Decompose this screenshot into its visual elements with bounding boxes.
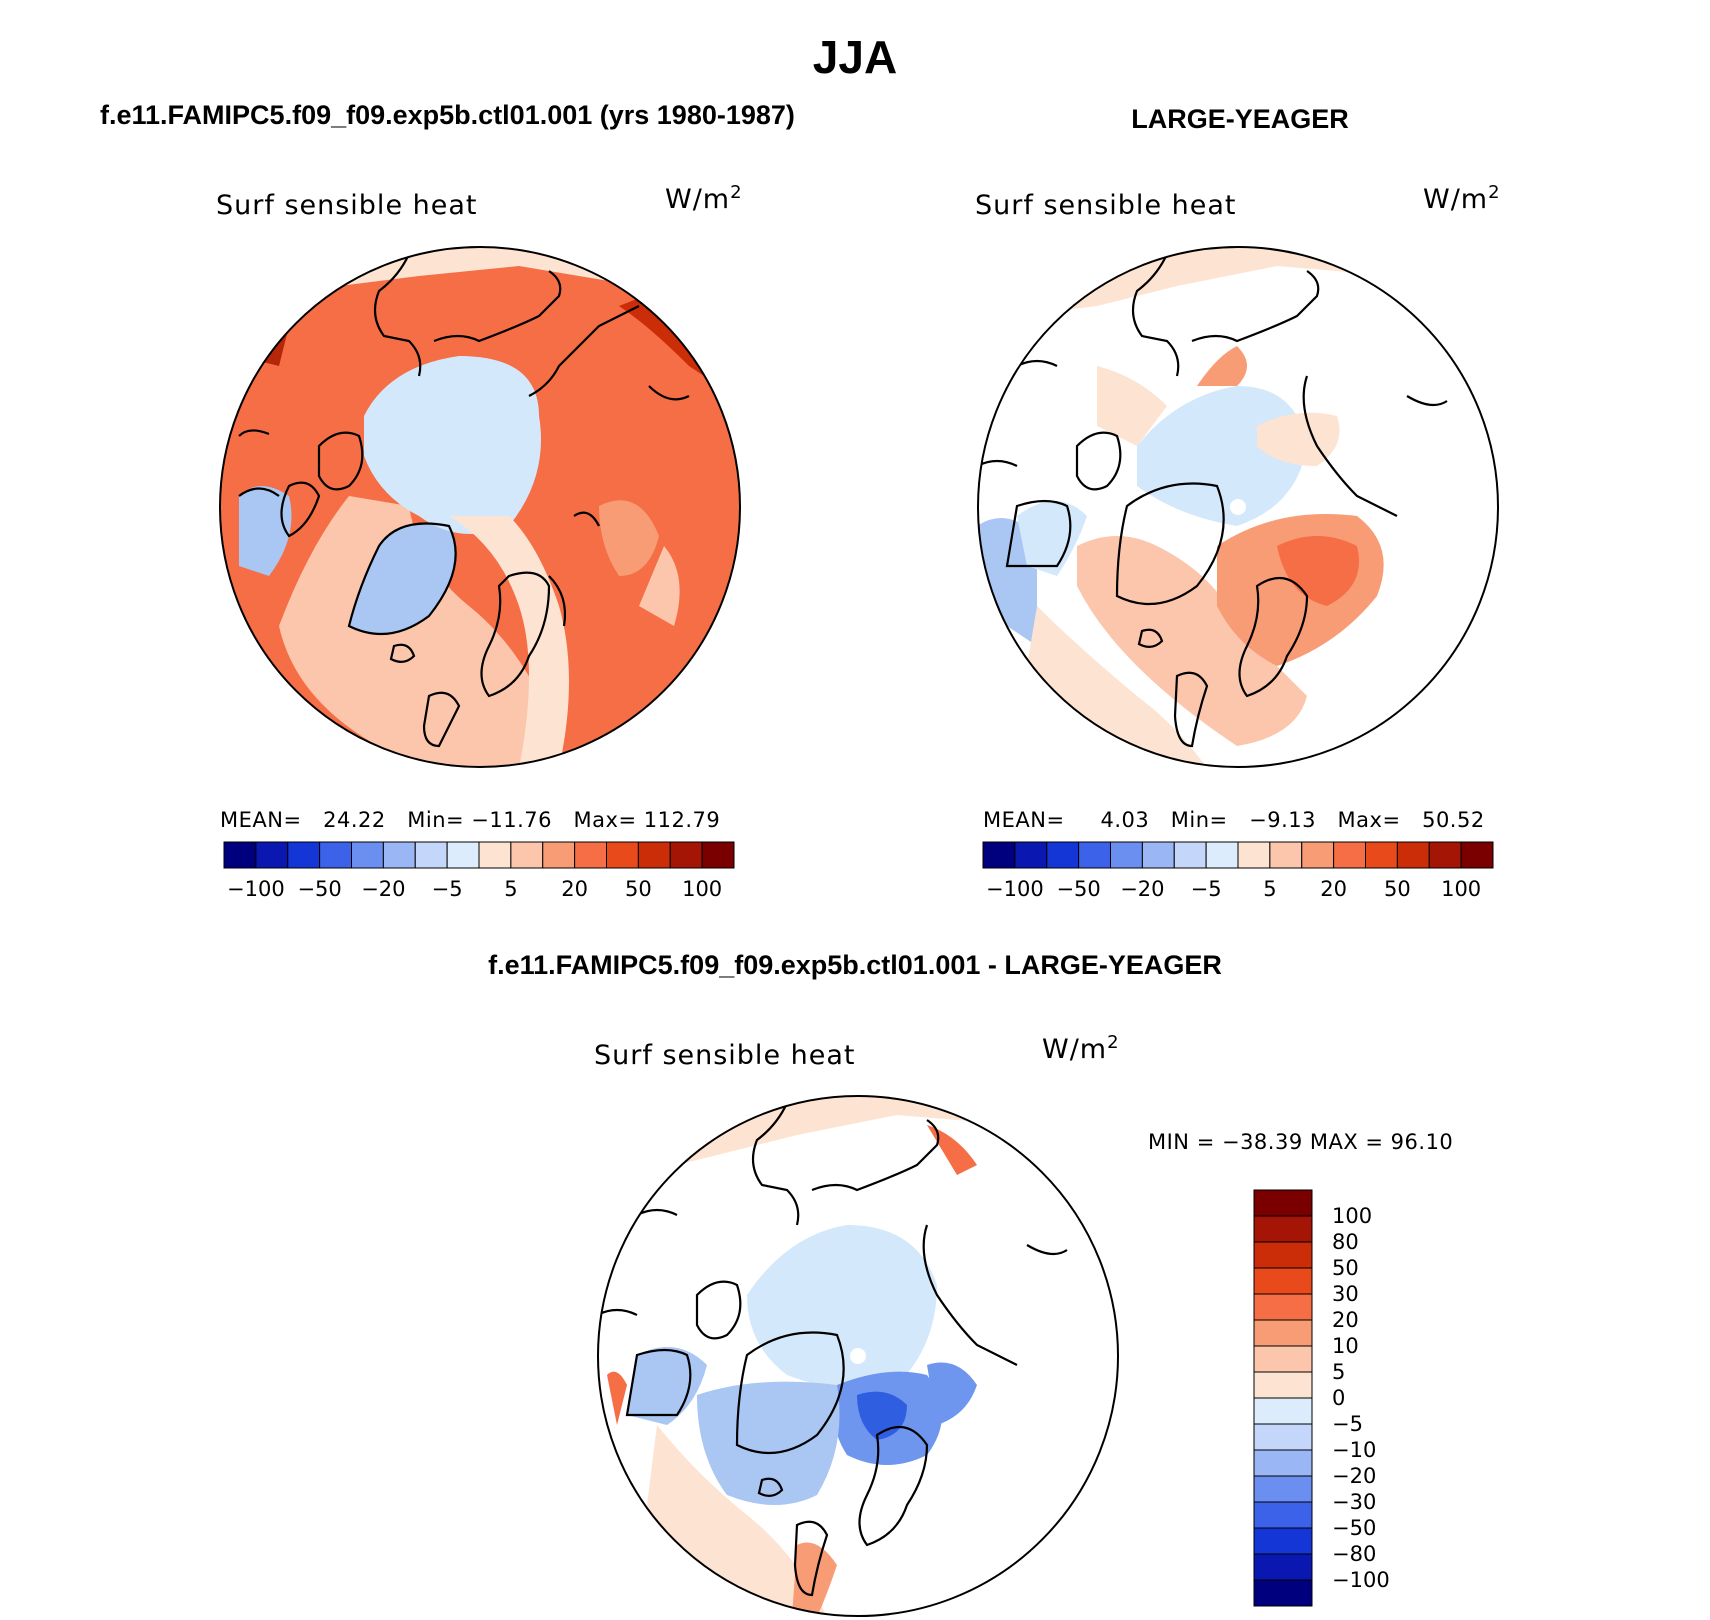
- colorbar-box: [606, 841, 639, 869]
- colorbar-tick-label: −100: [986, 877, 1044, 901]
- colorbar-box: [1173, 841, 1207, 869]
- panel-diff-units: W/m2: [1042, 1032, 1120, 1065]
- colorbar-tick-label: 100: [682, 877, 722, 901]
- colorbar-tick-label: −80: [1332, 1542, 1376, 1566]
- colorbar-tick-label: 80: [1332, 1230, 1359, 1254]
- colorbar-box: [446, 841, 480, 869]
- colorbar-box: [1141, 841, 1175, 869]
- figure-title: JJA: [812, 31, 898, 83]
- colorbar-tick-label: −20: [1332, 1464, 1376, 1488]
- colorbar-box: [1078, 841, 1111, 869]
- colorbar-tick-label: −20: [1120, 877, 1164, 901]
- colorbar-tick-label: −10: [1332, 1438, 1376, 1462]
- colorbar-tick-label: −50: [297, 877, 341, 901]
- panel-left-stats: MEAN= 24.22 Min= −11.76 Max= 112.79: [220, 808, 721, 832]
- colorbar-tick-label: −20: [361, 877, 405, 901]
- panel-left-colorbar: −100 −50 −20 −5 5 20 50 100: [223, 841, 735, 901]
- colorbar-box: [223, 841, 257, 869]
- colorbar-box: [1253, 1449, 1313, 1477]
- colorbar-tick-label: −100: [227, 877, 285, 901]
- colorbar-box: [542, 841, 576, 869]
- colorbar-tick-label: −50: [1056, 877, 1100, 901]
- colorbar-box: [982, 841, 1016, 869]
- panel-left-variable: Surf sensible heat: [216, 190, 478, 221]
- colorbar-box: [351, 841, 384, 869]
- colorbar-tick-label: −5: [1332, 1412, 1363, 1436]
- colorbar-box: [382, 841, 416, 869]
- colorbar-box: [1253, 1579, 1313, 1607]
- colorbar-tick-label: 20: [1332, 1308, 1359, 1332]
- colorbar-tick-label: 50: [625, 877, 652, 901]
- colorbar-tick-label: −30: [1332, 1490, 1376, 1514]
- colorbar-box: [478, 841, 512, 869]
- colorbar-box: [1396, 841, 1430, 869]
- colorbar-box: [1253, 1215, 1313, 1243]
- colorbar-box: [1237, 841, 1271, 869]
- colorbar-tick-label: −5: [1191, 877, 1222, 901]
- colorbar-box: [287, 841, 321, 869]
- colorbar-box: [1253, 1527, 1313, 1555]
- colorbar-box: [1205, 841, 1239, 869]
- colorbar-box: [1253, 1189, 1313, 1217]
- panel-diff-variable: Surf sensible heat: [594, 1040, 856, 1071]
- panel-right-colorbar: −100 −50 −20 −5 5 20 50 100: [982, 841, 1494, 901]
- colorbar-tick-label: 0: [1332, 1386, 1345, 1410]
- panel-diff-case-title: f.e11.FAMIPC5.f09_f09.exp5b.ctl01.001 - …: [488, 950, 1222, 980]
- colorbar-tick-label: 10: [1332, 1334, 1359, 1358]
- colorbar-box: [1269, 841, 1303, 869]
- colorbar-box: [637, 841, 671, 869]
- colorbar-tick-label: 100: [1441, 877, 1481, 901]
- colorbar-box: [1253, 1397, 1313, 1425]
- panel-left-units: W/m2: [665, 182, 743, 215]
- colorbar-tick-label: 20: [561, 877, 588, 901]
- colorbar-box: [1253, 1423, 1313, 1451]
- colorbar-box: [1253, 1241, 1313, 1269]
- colorbar-box: [1046, 841, 1080, 869]
- panel-right-units: W/m2: [1423, 182, 1501, 215]
- colorbar-tick-label: 50: [1384, 877, 1411, 901]
- colorbar-box: [1253, 1553, 1313, 1581]
- colorbar-box: [1014, 841, 1048, 869]
- colorbar-tick-label: 5: [1263, 877, 1276, 901]
- panel-right-stats: MEAN= 4.03 Min= −9.13 Max= 50.52: [983, 808, 1485, 832]
- colorbar-tick-label: 5: [1332, 1360, 1345, 1384]
- colorbar-tick-label: −50: [1332, 1516, 1376, 1540]
- colorbar-box: [319, 841, 352, 869]
- colorbar-box: [574, 841, 607, 869]
- colorbar-box: [669, 841, 703, 869]
- colorbar-box: [1253, 1371, 1313, 1399]
- colorbar-box: [1253, 1345, 1313, 1373]
- panel-right-map: [977, 246, 1499, 768]
- colorbar-box: [510, 841, 544, 869]
- panel-diff-map: [597, 1095, 1119, 1617]
- panel-diff-stats: MIN = −38.39 MAX = 96.10: [1148, 1130, 1454, 1154]
- colorbar-tick-label: −100: [1332, 1568, 1390, 1592]
- panel-left-case-title: f.e11.FAMIPC5.f09_f09.exp5b.ctl01.001 (y…: [100, 100, 795, 130]
- colorbar-box: [255, 841, 289, 869]
- colorbar-box: [1428, 841, 1462, 869]
- colorbar-tick-label: 5: [504, 877, 517, 901]
- panel-right-variable: Surf sensible heat: [975, 190, 1237, 221]
- colorbar-box: [1253, 1501, 1313, 1529]
- panel-left-map: [219, 246, 741, 768]
- colorbar-box: [1301, 841, 1335, 869]
- colorbar-box: [1253, 1319, 1313, 1347]
- colorbar-box: [1253, 1267, 1313, 1295]
- colorbar-tick-label: 20: [1320, 877, 1347, 901]
- colorbar-box: [1365, 841, 1398, 869]
- colorbar-box: [1110, 841, 1143, 869]
- colorbar-tick-label: 50: [1332, 1256, 1359, 1280]
- colorbar-tick-label: 100: [1332, 1204, 1372, 1228]
- colorbar-tick-label: −5: [432, 877, 463, 901]
- colorbar-tick-label: 30: [1332, 1282, 1359, 1306]
- colorbar-box: [414, 841, 448, 869]
- colorbar-box: [1253, 1475, 1313, 1503]
- colorbar-box: [1333, 841, 1366, 869]
- colorbar-box: [1460, 841, 1494, 869]
- colorbar-box: [701, 841, 735, 869]
- colorbar-box: [1253, 1293, 1313, 1321]
- panel-right-case-title: LARGE-YEAGER: [1131, 104, 1349, 134]
